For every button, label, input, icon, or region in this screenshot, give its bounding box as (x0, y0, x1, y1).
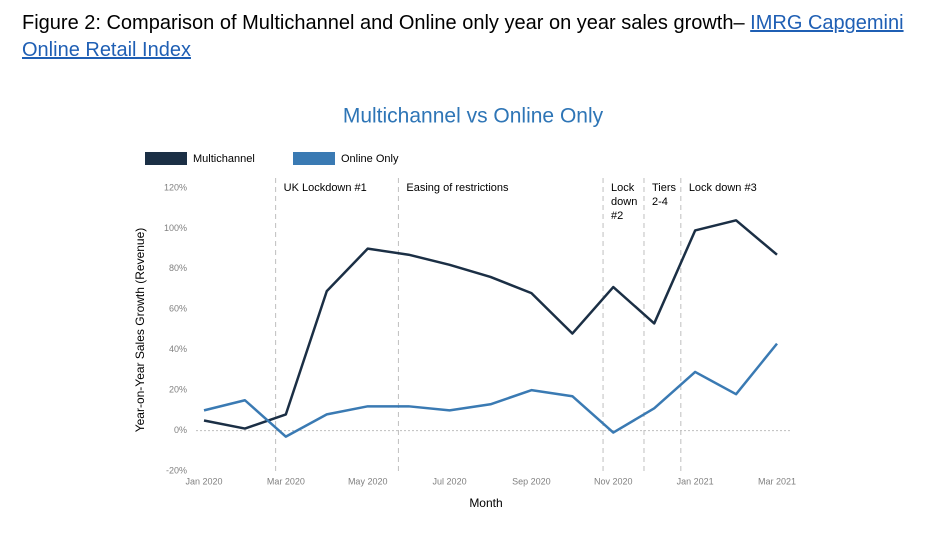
chart-title: Multichannel vs Online Only (343, 105, 604, 128)
y-tick-label: 100% (164, 223, 187, 233)
caption-text: Figure 2: Comparison of Multichannel and… (22, 12, 751, 34)
x-tick-label: Sep 2020 (512, 476, 551, 486)
series-line (203, 342, 778, 438)
x-axis-label: Month (469, 496, 502, 510)
y-tick-label: 120% (164, 182, 187, 192)
x-tick-label: Jul 2020 (433, 476, 467, 486)
source-link[interactable]: IMRG Capgemini Online Retail Index (22, 12, 904, 61)
legend-swatch (293, 152, 335, 165)
y-tick-label: 20% (169, 385, 187, 395)
y-tick-label: -20% (166, 465, 187, 475)
annotation-text: Easing of restrictions (406, 182, 509, 194)
legend-label: Online Only (341, 153, 399, 165)
x-tick-label: Mar 2021 (758, 476, 796, 486)
legend-swatch (145, 152, 187, 165)
annotation-text: down (611, 196, 637, 208)
y-axis-label: Year-on-Year Sales Growth (Revenue) (133, 228, 147, 433)
y-tick-label: 60% (169, 304, 187, 314)
annotation-text: UK Lockdown #1 (284, 182, 367, 194)
annotation-text: Lock down #3 (689, 182, 757, 194)
figure-caption: Figure 2: Comparison of Multichannel and… (22, 10, 922, 64)
x-tick-label: Jan 2020 (185, 476, 222, 486)
x-tick-label: May 2020 (348, 476, 388, 486)
x-tick-label: Mar 2020 (267, 476, 305, 486)
annotation-text: Tiers (652, 182, 677, 194)
legend-label: Multichannel (193, 153, 255, 165)
y-tick-label: 80% (169, 263, 187, 273)
annotation-text: 2-4 (652, 196, 668, 208)
y-tick-label: 40% (169, 344, 187, 354)
annotation-text: #2 (611, 210, 623, 222)
x-tick-label: Nov 2020 (594, 476, 633, 486)
series-line (203, 219, 778, 430)
x-tick-label: Jan 2021 (677, 476, 714, 486)
y-tick-label: 0% (174, 425, 187, 435)
annotation-text: Lock (611, 182, 635, 194)
